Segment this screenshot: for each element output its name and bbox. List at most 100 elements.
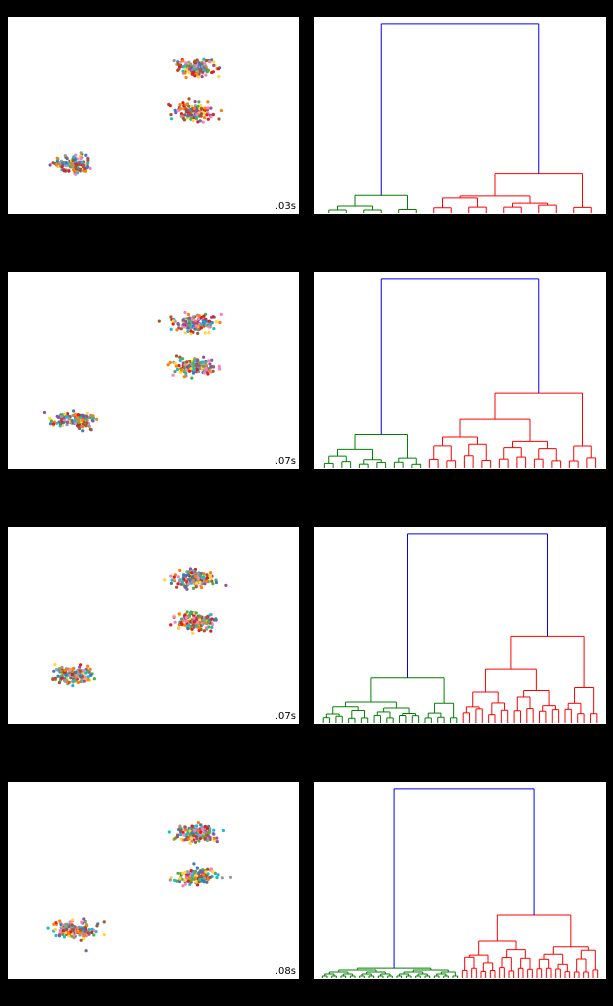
scatter-point (202, 57, 206, 61)
scatter-point (205, 880, 209, 884)
scatter-point (192, 364, 196, 368)
scatter-point (206, 100, 210, 104)
scatter-point (82, 679, 86, 683)
scatter-point (192, 833, 196, 837)
scatter-point (189, 116, 194, 120)
scatter-point (193, 869, 198, 873)
scatter-point (205, 113, 209, 117)
scatter-point (211, 112, 215, 117)
scatter-point (173, 361, 177, 365)
scatter-point (186, 870, 190, 874)
scatter-point (81, 429, 85, 433)
scatter-point (197, 871, 201, 875)
scatter-point (79, 938, 83, 942)
scatter-point (177, 612, 181, 616)
scatter-point (63, 924, 68, 928)
scatter-point (195, 72, 199, 76)
scatter-point (64, 673, 68, 677)
scatter-point (86, 161, 90, 165)
scatter-point (200, 576, 204, 580)
scatter-point (210, 625, 214, 629)
scatter-point (205, 576, 210, 580)
scatter-point (196, 572, 200, 576)
scatter-point (198, 877, 202, 881)
scatter-point (46, 926, 50, 930)
scatter-point (206, 68, 211, 72)
scatter-point (169, 574, 173, 578)
dendrogram-2 (323, 278, 597, 468)
scatter-point (203, 836, 207, 840)
scatter-point (183, 363, 187, 367)
scatter-point (182, 573, 186, 577)
scatter-point (76, 930, 80, 934)
scatter-point (195, 363, 199, 367)
scatter-point (197, 316, 201, 321)
scatter-point (61, 929, 65, 933)
scatter-point (196, 821, 200, 825)
scatter-point (195, 58, 199, 62)
scatter-point (186, 312, 190, 317)
scatter-point (204, 870, 208, 874)
scatter-point (204, 360, 208, 364)
dendrogram-4 (321, 788, 599, 978)
scatter-point (196, 120, 200, 124)
scatter-point (216, 873, 220, 877)
scatter-point (62, 935, 66, 939)
scatter-point (76, 413, 80, 417)
scatter-point (197, 839, 201, 843)
scatter-point (190, 376, 194, 380)
scatter-point (90, 927, 94, 931)
scatter-point (206, 838, 210, 842)
scatter-point (174, 364, 178, 368)
scatter-point (171, 319, 175, 323)
scatter-point (70, 672, 74, 677)
scatter-point (206, 372, 210, 376)
scatter-point (169, 113, 173, 117)
scatter-point (172, 579, 177, 583)
scatter-point (88, 667, 92, 671)
scatter-point (79, 151, 83, 155)
scatter-point (207, 319, 211, 323)
scatter-point (211, 315, 215, 319)
scatter-point (79, 157, 83, 161)
scatter-point (214, 578, 218, 582)
scatter-point (89, 673, 93, 677)
scatter-point (208, 835, 212, 839)
scatter-point (198, 580, 202, 584)
scatter-point (48, 163, 52, 167)
scatter-point (58, 161, 62, 165)
scatter-point (175, 328, 179, 332)
scatter-point (192, 321, 196, 325)
scatter-point (209, 115, 213, 119)
scatter-point (209, 576, 213, 580)
scatter-point (195, 837, 199, 841)
scatter-point (180, 580, 185, 584)
scatter-point (177, 579, 182, 583)
scatter-point (188, 67, 192, 71)
scatter-point (184, 103, 188, 107)
scatter-point (168, 878, 172, 882)
scatter-point (78, 416, 82, 420)
scatter-point (188, 882, 192, 886)
scatter-point (73, 670, 78, 674)
scatter-point (86, 931, 90, 935)
scatter-point (70, 923, 74, 927)
scatter-point (51, 422, 56, 426)
scatter-point (169, 327, 173, 331)
scatter-point (92, 933, 96, 937)
scatter-point (188, 567, 193, 571)
scatter-point (68, 668, 72, 672)
scatter-point (58, 928, 62, 933)
scatter-point (179, 114, 183, 118)
scatter-point (174, 354, 179, 358)
scatter-point (191, 118, 195, 123)
scatter-point (215, 840, 219, 844)
scatter-point (181, 101, 185, 105)
scatter-point (209, 571, 213, 575)
scatter-point (74, 172, 78, 176)
scatter-point (214, 617, 218, 621)
scatter-point (212, 828, 216, 832)
scatter-point (85, 166, 89, 170)
scatter-point (186, 329, 190, 334)
scatter-point (76, 926, 80, 930)
